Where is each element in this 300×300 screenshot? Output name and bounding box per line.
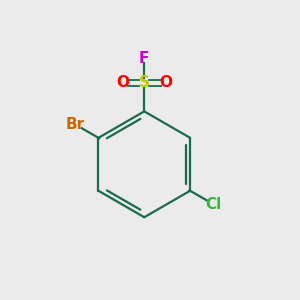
Text: O: O: [116, 75, 129, 90]
Text: Br: Br: [65, 117, 85, 132]
Text: S: S: [139, 75, 150, 90]
Text: F: F: [139, 51, 149, 66]
Text: Cl: Cl: [206, 197, 222, 212]
Text: O: O: [159, 75, 172, 90]
